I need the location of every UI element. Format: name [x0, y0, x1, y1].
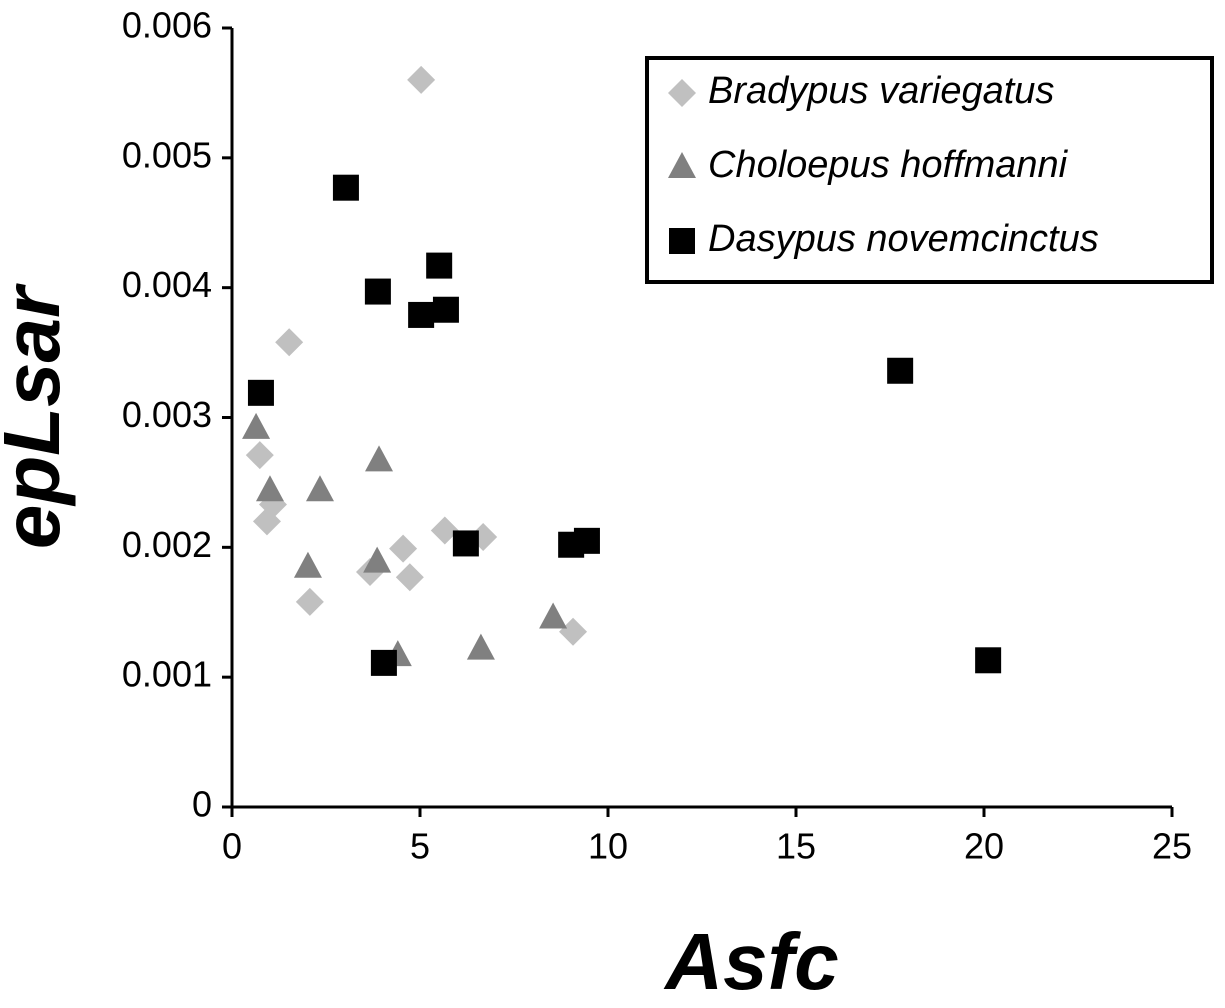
point	[305, 475, 334, 502]
point	[365, 445, 394, 472]
legend-box	[645, 56, 1214, 284]
point	[975, 647, 1002, 674]
x-tick-label: 0	[222, 826, 242, 867]
legend-label: Bradypus variegatus	[708, 70, 1054, 112]
point	[364, 278, 391, 305]
y-tick-label: 0.003	[122, 394, 212, 435]
point	[573, 527, 600, 554]
point	[466, 633, 495, 660]
point	[389, 534, 418, 563]
x-tick-label: 15	[776, 826, 816, 867]
point	[363, 546, 392, 573]
y-tick-label: 0	[192, 784, 212, 825]
point	[539, 602, 568, 629]
point	[408, 301, 435, 328]
point	[426, 252, 453, 279]
x-tick-label: 20	[964, 826, 1004, 867]
point	[370, 649, 397, 676]
point	[452, 530, 479, 557]
y-axis-title: epLsar	[0, 283, 76, 549]
legend-marker	[668, 152, 696, 178]
x-axis-title: Asfc	[663, 917, 838, 1006]
point	[887, 357, 914, 384]
x-tick-label: 10	[588, 826, 628, 867]
point	[559, 617, 588, 646]
x-tick-label: 5	[410, 826, 430, 867]
point	[430, 516, 459, 545]
point	[332, 174, 359, 201]
point	[245, 441, 274, 470]
y-tick-label: 0.004	[122, 264, 212, 305]
legend-marker	[668, 79, 696, 107]
point	[275, 328, 304, 357]
x-tick-label: 25	[1152, 826, 1192, 867]
legend-label: Dasypus novemcinctus	[708, 218, 1099, 260]
point	[252, 507, 281, 536]
point	[395, 563, 424, 592]
y-tick-label: 0.002	[122, 524, 212, 565]
point	[255, 475, 284, 502]
y-tick-label: 0.006	[122, 5, 212, 46]
point	[242, 412, 271, 439]
point	[295, 587, 324, 616]
legend-marker	[669, 228, 695, 254]
point	[432, 296, 459, 323]
point	[293, 551, 322, 578]
point	[247, 379, 274, 406]
legend-label: Choloepus hoffmanni	[708, 144, 1069, 186]
point	[407, 65, 436, 94]
y-tick-label: 0.001	[122, 654, 212, 695]
y-tick-label: 0.005	[122, 134, 212, 175]
